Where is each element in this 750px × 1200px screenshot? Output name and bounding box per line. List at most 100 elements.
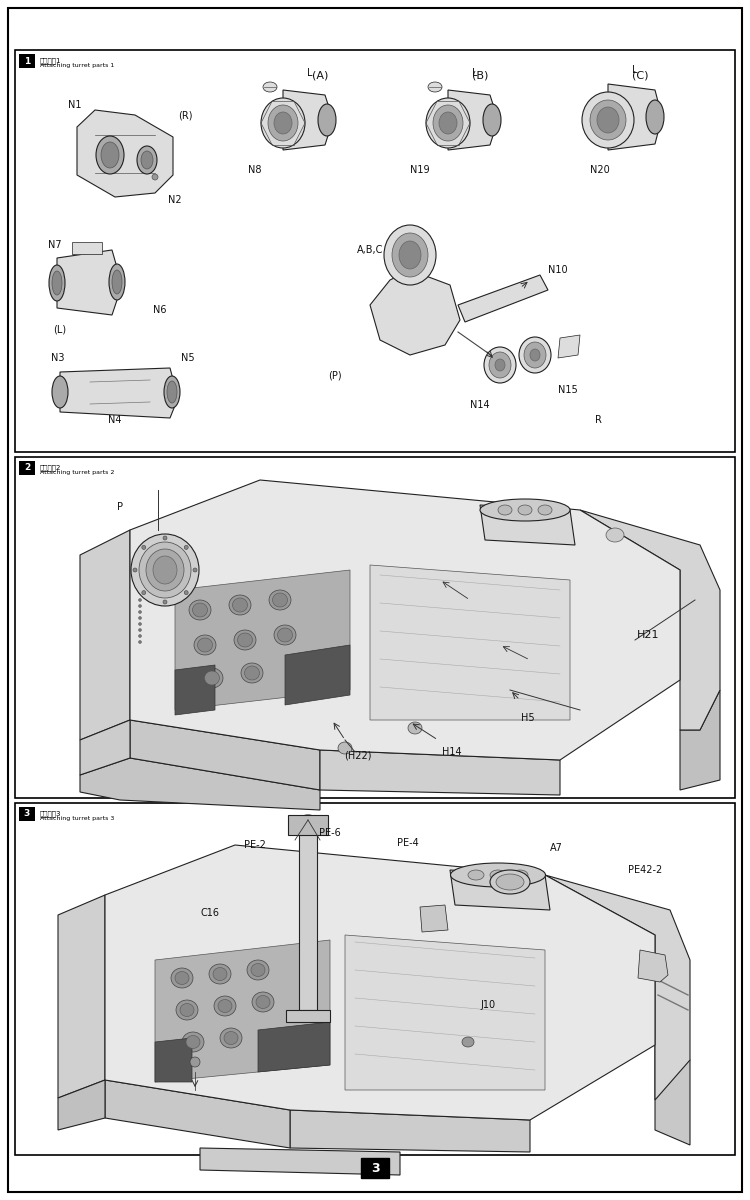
Ellipse shape bbox=[299, 815, 317, 826]
Text: J10: J10 bbox=[481, 1000, 496, 1010]
Ellipse shape bbox=[489, 352, 511, 378]
Ellipse shape bbox=[256, 996, 270, 1008]
Ellipse shape bbox=[171, 968, 193, 988]
Ellipse shape bbox=[272, 593, 287, 607]
Bar bbox=[19, 54, 35, 68]
Polygon shape bbox=[370, 270, 460, 355]
Ellipse shape bbox=[194, 635, 216, 655]
Ellipse shape bbox=[193, 602, 208, 617]
Polygon shape bbox=[545, 875, 690, 1100]
Polygon shape bbox=[458, 275, 548, 322]
Polygon shape bbox=[448, 90, 498, 150]
Polygon shape bbox=[105, 845, 655, 1120]
Text: L: L bbox=[308, 68, 313, 78]
Ellipse shape bbox=[524, 342, 546, 368]
Ellipse shape bbox=[498, 505, 512, 515]
Ellipse shape bbox=[141, 151, 153, 169]
Polygon shape bbox=[105, 1080, 290, 1148]
Text: Attaching turret parts 3: Attaching turret parts 3 bbox=[40, 816, 114, 821]
Ellipse shape bbox=[201, 668, 223, 688]
Ellipse shape bbox=[175, 972, 189, 984]
Ellipse shape bbox=[193, 568, 197, 572]
Ellipse shape bbox=[490, 870, 506, 880]
Ellipse shape bbox=[399, 241, 421, 269]
Text: N7: N7 bbox=[48, 240, 62, 250]
Text: N3: N3 bbox=[51, 353, 64, 362]
Text: N5: N5 bbox=[182, 353, 195, 362]
Text: (H22): (H22) bbox=[344, 750, 372, 760]
Polygon shape bbox=[60, 368, 178, 418]
Ellipse shape bbox=[137, 146, 157, 174]
Bar bbox=[288, 815, 328, 835]
Polygon shape bbox=[258, 1022, 330, 1072]
Ellipse shape bbox=[176, 1000, 198, 1020]
Polygon shape bbox=[283, 90, 333, 150]
Text: N8: N8 bbox=[248, 164, 262, 175]
Polygon shape bbox=[80, 720, 130, 775]
Ellipse shape bbox=[462, 1037, 474, 1046]
Ellipse shape bbox=[496, 874, 524, 890]
Ellipse shape bbox=[139, 599, 142, 601]
Ellipse shape bbox=[52, 271, 62, 295]
Text: Attaching turret parts 2: Attaching turret parts 2 bbox=[40, 470, 114, 475]
Ellipse shape bbox=[184, 590, 188, 595]
Ellipse shape bbox=[146, 550, 184, 590]
Ellipse shape bbox=[251, 964, 265, 977]
Ellipse shape bbox=[530, 349, 540, 361]
Text: L: L bbox=[472, 68, 478, 78]
Text: H14: H14 bbox=[442, 746, 462, 757]
Ellipse shape bbox=[384, 226, 436, 284]
Ellipse shape bbox=[190, 1057, 200, 1067]
Text: H21: H21 bbox=[637, 630, 659, 640]
Text: 3: 3 bbox=[24, 810, 30, 818]
Ellipse shape bbox=[392, 233, 428, 277]
Ellipse shape bbox=[269, 590, 291, 610]
Polygon shape bbox=[58, 1080, 105, 1130]
Text: N4: N4 bbox=[108, 415, 122, 425]
Ellipse shape bbox=[274, 112, 292, 134]
Ellipse shape bbox=[408, 722, 422, 734]
Ellipse shape bbox=[205, 671, 220, 685]
Ellipse shape bbox=[278, 628, 292, 642]
Ellipse shape bbox=[139, 641, 142, 643]
Text: 組裝炮塔3: 組裝炮塔3 bbox=[40, 810, 62, 817]
Ellipse shape bbox=[538, 505, 552, 515]
Polygon shape bbox=[80, 758, 320, 810]
Polygon shape bbox=[175, 665, 215, 715]
Ellipse shape bbox=[241, 662, 263, 683]
Text: N10: N10 bbox=[548, 265, 568, 275]
Bar bbox=[19, 461, 35, 475]
Text: PE-2: PE-2 bbox=[244, 840, 266, 850]
Bar bbox=[15, 50, 735, 452]
Ellipse shape bbox=[163, 600, 167, 604]
Ellipse shape bbox=[139, 629, 142, 631]
Ellipse shape bbox=[101, 142, 119, 168]
Text: (A): (A) bbox=[312, 70, 328, 80]
Text: C16: C16 bbox=[200, 908, 220, 918]
Ellipse shape bbox=[606, 528, 624, 542]
Bar bbox=[286, 1010, 330, 1022]
Text: (R): (R) bbox=[178, 110, 192, 120]
Text: A7: A7 bbox=[550, 842, 562, 853]
Ellipse shape bbox=[139, 542, 191, 598]
Text: H5: H5 bbox=[521, 713, 535, 722]
Ellipse shape bbox=[480, 499, 570, 521]
Polygon shape bbox=[580, 510, 720, 730]
Bar bbox=[19, 806, 35, 821]
Ellipse shape bbox=[490, 870, 530, 894]
Polygon shape bbox=[130, 720, 320, 790]
Polygon shape bbox=[480, 505, 575, 545]
Text: 3: 3 bbox=[370, 1162, 380, 1175]
Text: PE42-2: PE42-2 bbox=[628, 865, 662, 875]
Polygon shape bbox=[680, 690, 720, 790]
Polygon shape bbox=[80, 530, 130, 740]
Ellipse shape bbox=[247, 960, 269, 980]
Polygon shape bbox=[320, 750, 560, 794]
Ellipse shape bbox=[142, 590, 146, 595]
Polygon shape bbox=[57, 250, 122, 314]
Polygon shape bbox=[175, 570, 350, 710]
Ellipse shape bbox=[426, 98, 470, 148]
Bar bbox=[72, 242, 102, 254]
Polygon shape bbox=[77, 110, 173, 197]
Text: P: P bbox=[117, 502, 123, 512]
